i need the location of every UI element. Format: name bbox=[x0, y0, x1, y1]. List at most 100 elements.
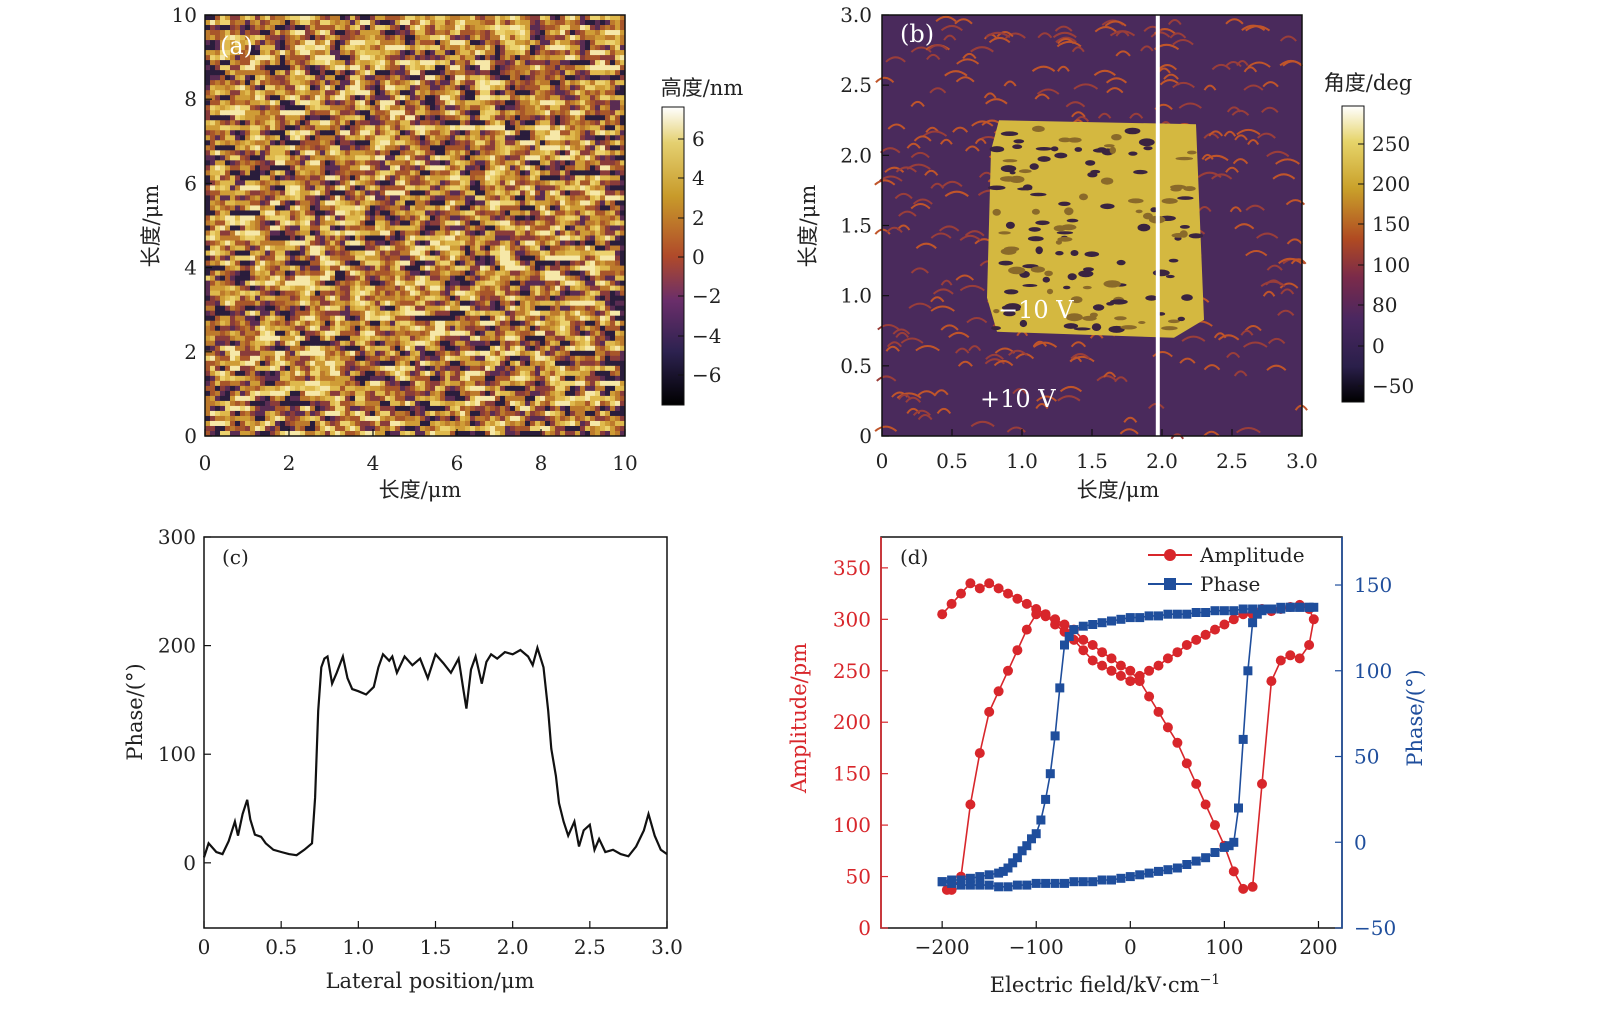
height-map-cell bbox=[575, 305, 581, 312]
height-map-cell bbox=[225, 300, 231, 307]
height-map-cell bbox=[565, 280, 571, 287]
height-map-cell bbox=[510, 75, 516, 81]
height-map-cell bbox=[525, 40, 531, 46]
height-map-cell bbox=[290, 35, 296, 41]
height-map-cell bbox=[575, 285, 581, 292]
height-map-cell bbox=[555, 125, 561, 131]
height-map-cell bbox=[295, 285, 301, 292]
height-map-cell bbox=[575, 155, 581, 161]
height-map-cell bbox=[330, 275, 336, 282]
height-map-cell bbox=[320, 230, 326, 236]
height-map-cell bbox=[240, 160, 246, 166]
height-map-cell bbox=[350, 165, 356, 171]
height-map-cell bbox=[310, 150, 316, 156]
height-map-cell bbox=[365, 285, 371, 292]
height-map-cell bbox=[400, 240, 406, 246]
height-map-cell bbox=[525, 105, 531, 111]
height-map-cell bbox=[270, 110, 276, 116]
height-map-cell bbox=[605, 215, 611, 221]
height-map-cell bbox=[425, 140, 431, 146]
height-map-cell bbox=[270, 270, 276, 277]
height-map-cell bbox=[360, 55, 366, 61]
height-map-cell bbox=[445, 195, 451, 201]
height-map-cell bbox=[455, 40, 461, 46]
height-map-cell bbox=[300, 145, 306, 151]
height-map-cell bbox=[455, 165, 461, 171]
height-map-cell bbox=[455, 35, 461, 41]
height-map-cell bbox=[570, 45, 576, 51]
height-map-cell bbox=[440, 200, 446, 206]
height-map-cell bbox=[405, 215, 411, 221]
height-map-cell bbox=[305, 255, 311, 261]
height-map-cell bbox=[515, 105, 521, 111]
height-map-cell bbox=[600, 185, 606, 191]
height-map-cell bbox=[560, 95, 566, 101]
height-map-cell bbox=[290, 195, 296, 201]
height-map-cell bbox=[340, 225, 346, 231]
height-map-cell bbox=[435, 195, 441, 201]
height-map-cell bbox=[205, 100, 211, 106]
height-map-cell bbox=[250, 140, 256, 146]
height-map-cell bbox=[510, 215, 516, 221]
height-map-cell bbox=[425, 50, 431, 56]
height-map-cell bbox=[260, 210, 266, 216]
height-map-cell bbox=[225, 230, 231, 236]
height-map-cell bbox=[395, 275, 401, 282]
height-map-cell bbox=[475, 235, 481, 241]
height-map-cell bbox=[570, 270, 576, 277]
height-map-cell bbox=[305, 210, 311, 216]
height-map-cell bbox=[435, 245, 441, 251]
height-map-cell bbox=[385, 60, 391, 66]
height-map-cell bbox=[235, 265, 241, 272]
height-map-cell bbox=[395, 190, 401, 196]
height-map-cell bbox=[505, 285, 511, 292]
height-map-cell bbox=[275, 250, 281, 256]
height-map-cell bbox=[410, 245, 416, 251]
height-map-cell bbox=[300, 265, 306, 272]
height-map-cell bbox=[235, 155, 241, 161]
height-map-cell bbox=[595, 100, 601, 106]
height-map-cell bbox=[370, 185, 376, 191]
height-map-cell bbox=[350, 255, 356, 261]
height-map-cell bbox=[220, 15, 226, 21]
height-map-cell bbox=[300, 80, 306, 86]
height-map-cell bbox=[360, 125, 366, 131]
height-map-cell bbox=[325, 130, 331, 136]
height-map-cell bbox=[430, 160, 436, 166]
height-map-cell bbox=[455, 185, 461, 191]
height-map-cell bbox=[500, 70, 506, 76]
height-map-cell bbox=[525, 120, 531, 126]
height-map-cell bbox=[580, 170, 586, 176]
height-map-cell bbox=[470, 255, 476, 261]
height-map-cell bbox=[560, 305, 566, 312]
height-map-cell bbox=[270, 105, 276, 111]
height-map-cell bbox=[535, 40, 541, 46]
height-map-cell bbox=[245, 180, 251, 186]
height-map-cell bbox=[240, 285, 246, 292]
height-map-cell bbox=[610, 285, 616, 292]
height-map-cell bbox=[390, 245, 396, 251]
height-map-cell bbox=[360, 155, 366, 161]
height-map-cell bbox=[245, 265, 251, 272]
height-map-cell bbox=[560, 55, 566, 61]
height-map-cell bbox=[610, 180, 616, 186]
height-map-cell bbox=[240, 240, 246, 246]
height-map-cell bbox=[380, 70, 386, 76]
height-map-cell bbox=[420, 180, 426, 186]
height-map-cell bbox=[290, 170, 296, 176]
height-map-cell bbox=[315, 220, 321, 226]
height-map-cell bbox=[550, 220, 556, 226]
height-map-cell bbox=[430, 85, 436, 91]
height-map-cell bbox=[465, 160, 471, 166]
height-map-cell bbox=[570, 245, 576, 251]
height-map-cell bbox=[250, 15, 256, 21]
height-map-cell bbox=[495, 55, 501, 61]
height-map-cell bbox=[440, 15, 446, 21]
height-map-cell bbox=[265, 250, 271, 256]
height-map-cell bbox=[470, 185, 476, 191]
height-map-cell bbox=[340, 290, 346, 297]
height-map-cell bbox=[370, 160, 376, 166]
height-map-cell bbox=[315, 60, 321, 66]
height-map-cell bbox=[250, 225, 256, 231]
height-map-cell bbox=[545, 75, 551, 81]
